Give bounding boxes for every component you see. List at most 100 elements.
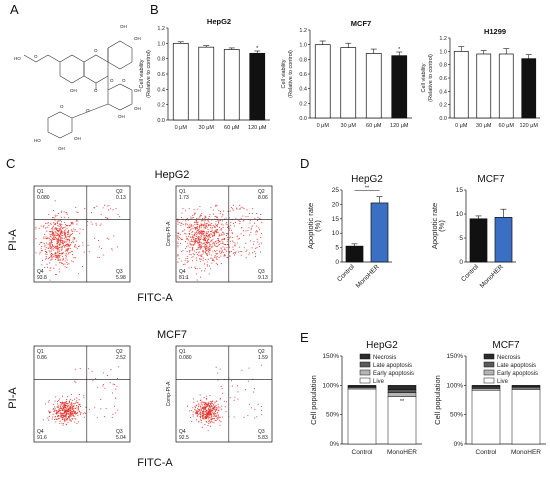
event-dot [196,230,198,232]
event-dot [61,413,64,415]
event-dot [66,227,68,229]
event-dot [66,233,68,236]
event-dot [203,418,205,420]
event-dot [198,228,200,231]
event-dot [196,221,198,223]
event-dot [62,227,64,229]
event-dot [52,217,54,219]
event-dot [177,261,179,263]
event-dot [60,412,62,414]
event-dot [65,238,67,240]
cell-line-label: MCF7 [157,329,187,341]
event-dot [251,247,253,249]
event-dot [203,245,205,247]
event-dot [55,231,57,234]
bar [340,47,357,119]
event-dot [241,227,243,229]
event-dot [80,411,82,413]
bar [345,245,364,263]
event-dot [202,407,204,409]
mol-label: OH [74,136,81,141]
quadrant-value: 1.73 [179,195,189,201]
event-dot [242,207,244,209]
event-dot [62,259,64,261]
event-dot [68,416,70,418]
event-dot [68,233,70,235]
event-dot [194,242,196,244]
event-dot [45,256,47,258]
event-dot [76,223,78,225]
event-dot [70,221,72,223]
event-dot [251,407,253,409]
event-dot [101,247,103,250]
event-dot [197,413,199,416]
event-dot [196,404,198,406]
event-dot [73,257,75,259]
event-dot [68,408,70,410]
event-dot [213,412,215,414]
event-dot [206,404,208,406]
event-dot [64,417,66,419]
event-dot [46,237,48,239]
event-dot [57,403,59,405]
event-dot [71,399,73,401]
event-dot [108,209,110,211]
event-dot [50,236,52,238]
event-dot [240,233,242,235]
event-dot [239,208,241,210]
event-dot [187,219,189,221]
x-tick-label: Control [336,263,356,283]
event-dot [88,409,90,411]
event-dot [208,221,210,223]
event-dot [58,237,60,239]
stacked-bar-segment [511,389,541,445]
event-dot [231,233,233,235]
quadrant-value: 5.98 [116,275,126,281]
y-tick-label: 15 [332,216,340,223]
event-dot [252,207,254,209]
event-dot [66,238,69,241]
mol-label: OH [134,36,141,41]
event-dot [253,388,256,390]
legend-swatch [359,353,371,360]
mol-label: HO [14,56,21,61]
event-dot [69,410,71,412]
event-dot [53,249,55,251]
x-tick-label: MonoHER [479,263,505,289]
event-dot [190,225,192,227]
stacked-bar-segment [511,387,541,390]
event-dot [55,228,57,230]
event-dot [52,236,54,238]
event-dot [178,239,180,241]
mol-label: OH [70,88,77,93]
event-dot [210,419,212,421]
event-dot [191,237,193,239]
event-dot [203,263,206,265]
mol-label: O [122,78,126,83]
event-dot [205,227,207,230]
event-dot [197,217,199,219]
event-dot [199,399,201,402]
event-dot [188,208,190,210]
event-dot [207,247,209,249]
event-dot [47,410,49,412]
event-dot [71,415,73,417]
event-dot [75,381,77,383]
event-dot [117,366,119,368]
event-dot [195,236,197,238]
event-dot [66,409,68,411]
event-dot [225,250,228,252]
event-dot [58,249,60,251]
event-dot [65,256,67,258]
event-dot [193,401,195,403]
event-dot [220,263,222,265]
event-dot [177,223,179,225]
event-dot [55,421,57,423]
event-dot [58,230,60,232]
event-dot [62,243,65,245]
event-dot [192,246,194,249]
event-dot [199,254,201,256]
event-dot [61,248,63,250]
flow-x-label: FITC-A [137,457,173,469]
event-dot [69,398,71,400]
